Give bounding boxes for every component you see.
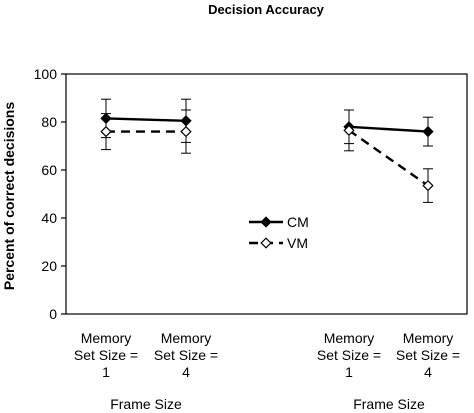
axes [65, 73, 468, 315]
category-label: 1 [102, 364, 110, 380]
category-label: Memory [161, 330, 212, 346]
plot-area-border [65, 73, 468, 315]
y-tick-label: 60 [41, 162, 57, 178]
data-point [422, 179, 434, 192]
category-label: Set Size = [317, 347, 381, 363]
data-point [100, 112, 112, 125]
series-line-segment [348, 129, 429, 187]
legend-label: VM [287, 235, 308, 251]
group-label: Frame Size [353, 396, 425, 412]
legend-label: CM [287, 214, 309, 230]
data-point [180, 125, 192, 138]
category-label: Set Size = [396, 347, 460, 363]
chart-title: Decision Accuracy [208, 2, 325, 17]
category-label: 1 [345, 364, 353, 380]
y-ticks: 0 20 40 60 80 100 [34, 66, 66, 322]
category-label: Memory [403, 330, 454, 346]
y-tick-label: 40 [41, 210, 57, 226]
legend-marker [260, 216, 272, 228]
y-axis-label: Percent of correct decisions [1, 102, 17, 291]
series-line-segment [348, 125, 429, 133]
data-point [422, 125, 434, 138]
data-point [180, 115, 192, 127]
category-label: Set Size = [74, 347, 138, 363]
data-point [100, 125, 112, 138]
series-line-segment [105, 117, 187, 122]
y-tick-label: 0 [49, 306, 57, 322]
category-label: Memory [81, 330, 132, 346]
series-cm [101, 98, 433, 147]
series-layer [100, 98, 434, 203]
series-vm [101, 109, 433, 203]
data-point [343, 124, 355, 137]
category-label: Set Size = [154, 347, 218, 363]
markers-cm [100, 112, 434, 138]
category-label: Memory [324, 330, 375, 346]
markers-vm [100, 124, 434, 192]
group-label: Frame Size [110, 396, 182, 412]
y-tick-label: 20 [41, 258, 57, 274]
legend-marker [260, 237, 272, 249]
legend: CM VM [249, 214, 309, 251]
y-tick-label: 100 [34, 66, 58, 82]
y-tick-label: 80 [41, 114, 57, 130]
category-label: 4 [182, 364, 190, 380]
category-label: 4 [424, 364, 432, 380]
